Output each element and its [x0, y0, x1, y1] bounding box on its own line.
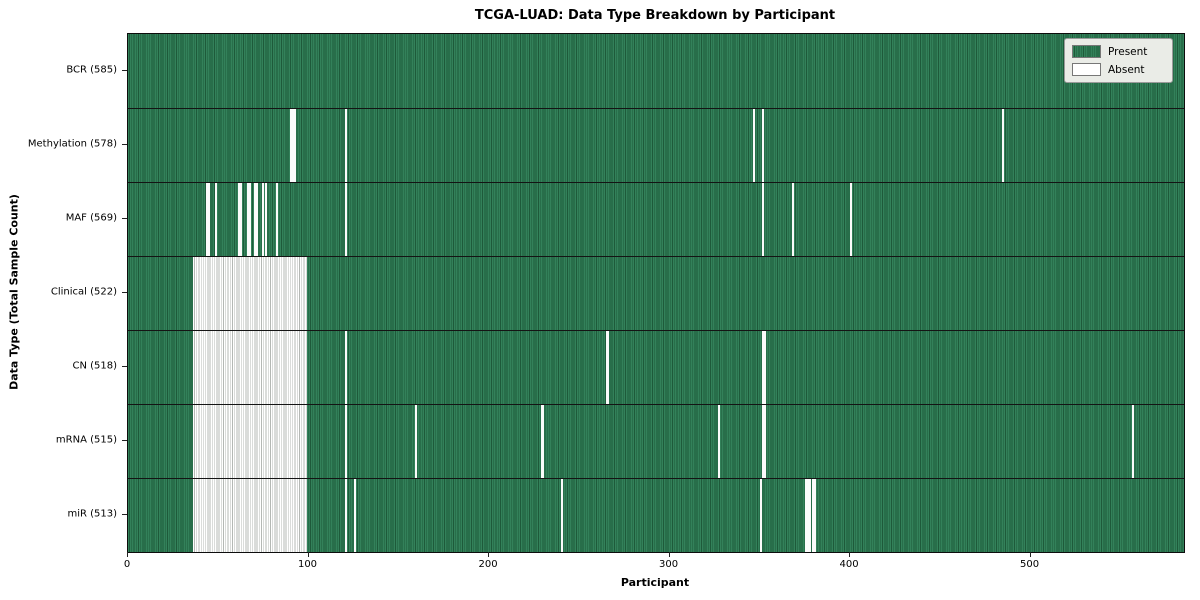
legend-label-absent: Absent [1108, 63, 1145, 76]
absent-stripe-mir [344, 479, 347, 552]
absent-stripe-maf [761, 183, 764, 256]
absent-stripe-maf [792, 183, 795, 256]
absent-stripe-methylation [290, 109, 293, 182]
absent-stripe-mrna [415, 405, 418, 478]
absent-stripe-methylation [761, 109, 764, 182]
present-swatch-icon [1072, 45, 1101, 58]
absent-stripe-maf [256, 183, 259, 256]
absent-stripe-mir [353, 479, 356, 552]
x-axis-label: Participant [620, 576, 690, 589]
legend-entry-present: Present [1072, 45, 1164, 58]
absent-stripe-methylation [344, 109, 347, 182]
row-band-cn [128, 330, 1184, 404]
absent-stripe-methylation [752, 109, 755, 182]
y-tick-label-methylation: Methylation (578) [27, 138, 117, 150]
y-axis-label: Data Type (Total Sample Count) [7, 194, 21, 390]
absent-stripe-maf [344, 183, 347, 256]
absent-stripe-maf [247, 183, 250, 256]
absent-swatch-icon [1072, 63, 1101, 76]
absent-stripe-cn [344, 331, 347, 404]
absent-stripe-mir [561, 479, 564, 552]
absent-stripe-maf [239, 183, 243, 256]
x-tick-mark [668, 552, 670, 557]
absent-stripe-mir [806, 479, 809, 552]
x-tick-label-200: 200 [478, 559, 498, 570]
absent-stripe-mir [759, 479, 762, 552]
absent-stripe-methylation [1001, 109, 1004, 182]
absent-stripe-cn [761, 331, 764, 404]
legend-label-present: Present [1108, 45, 1148, 58]
absent-stripe-maf [261, 183, 264, 256]
absent-stripe-maf [254, 183, 257, 256]
y-tick-label-bcr: BCR (585) [66, 64, 117, 76]
y-tick-mark [122, 366, 127, 367]
row-band-methylation [128, 108, 1184, 182]
y-tick-mark [122, 514, 127, 515]
y-tick-mark [122, 218, 127, 219]
row-band-maf [128, 182, 1184, 256]
absent-stripe-mrna [761, 405, 764, 478]
y-tick-label-mir: miR (513) [67, 508, 117, 520]
absent-stripe-mir [804, 479, 808, 552]
x-tick-mark [488, 552, 490, 557]
absent-stripe-mrna [718, 405, 721, 478]
absent-stripe-maf [205, 183, 208, 256]
absent-stripe-mir [808, 479, 811, 552]
y-tick-label-maf: MAF (569) [65, 212, 117, 224]
legend: Present Absent [1064, 38, 1173, 83]
x-tick-mark [849, 552, 851, 557]
x-tick-mark [1029, 552, 1031, 557]
row-band-mir [128, 478, 1184, 552]
chart-title: TCGA-LUAD: Data Type Breakdown by Partic… [474, 8, 836, 23]
absent-stripe-methylation [292, 109, 295, 182]
absent-stripe-mir [813, 479, 817, 552]
absent-stripe-mrna [763, 405, 766, 478]
y-tick-mark [122, 292, 127, 293]
x-tick-label-400: 400 [839, 559, 859, 570]
absent-block-cn [192, 331, 307, 404]
absent-stripe-maf [850, 183, 853, 256]
x-tick-mark [127, 552, 128, 557]
absent-stripe-mrna [541, 405, 544, 478]
legend-entry-absent: Absent [1072, 63, 1164, 76]
row-band-bcr [128, 34, 1184, 108]
y-tick-mark [122, 70, 127, 71]
absent-stripe-mir [812, 479, 815, 552]
y-tick-mark [122, 144, 127, 145]
absent-stripe-methylation [294, 109, 297, 182]
absent-stripe-cn [763, 331, 766, 404]
x-tick-mark [307, 552, 309, 557]
absent-block-mrna [192, 405, 307, 478]
absent-stripe-maf [248, 183, 252, 256]
x-tick-label-300: 300 [658, 559, 679, 570]
absent-block-clinical [192, 257, 307, 330]
x-tick-label-500: 500 [1020, 559, 1040, 570]
absent-block-mir [192, 479, 307, 552]
absent-stripe-cn [606, 331, 609, 404]
absent-stripe-maf [207, 183, 210, 256]
absent-stripe-maf [238, 183, 241, 256]
y-tick-mark [122, 440, 127, 441]
absent-stripe-maf [276, 183, 279, 256]
x-tick-label-100: 100 [297, 559, 318, 570]
absent-stripe-mrna [344, 405, 347, 478]
y-tick-label-cn: CN (518) [72, 360, 117, 372]
absent-stripe-mrna [1131, 405, 1134, 478]
y-tick-label-clinical: Clinical (522) [50, 286, 117, 298]
x-tick-label-0: 0 [123, 559, 131, 570]
absent-stripe-maf [265, 183, 268, 256]
y-tick-label-mrna: mRNA (515) [55, 434, 117, 446]
row-band-mrna [128, 404, 1184, 478]
row-band-clinical [128, 256, 1184, 330]
plot-area [127, 33, 1185, 553]
absent-stripe-maf [214, 183, 217, 256]
